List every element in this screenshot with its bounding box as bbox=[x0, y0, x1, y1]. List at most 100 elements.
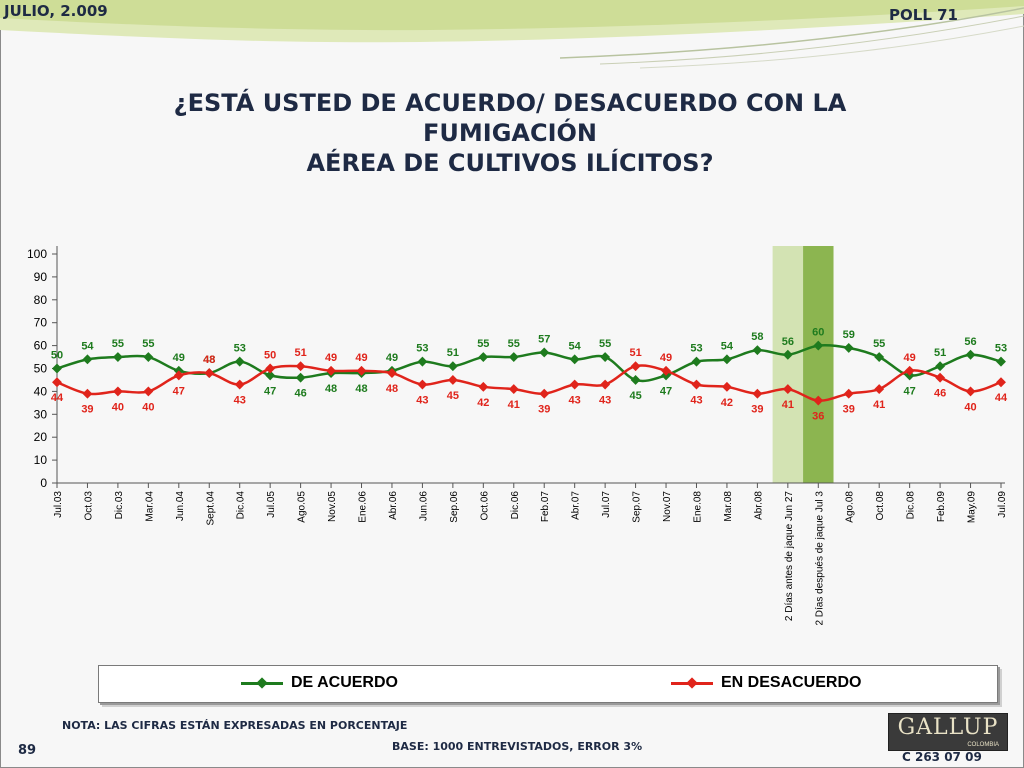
data-label: 49 bbox=[660, 352, 672, 364]
logo-text: GALLUP bbox=[897, 715, 999, 740]
data-point bbox=[387, 368, 397, 379]
data-label: 48 bbox=[325, 383, 337, 395]
data-label: 46 bbox=[934, 388, 946, 400]
data-point bbox=[782, 384, 793, 395]
data-point bbox=[752, 388, 763, 399]
data-point bbox=[782, 349, 793, 360]
highlight-band-0 bbox=[772, 246, 804, 483]
data-point bbox=[326, 365, 337, 376]
data-label: 55 bbox=[142, 338, 154, 350]
x-tick-label: Jun.06 bbox=[418, 491, 429, 521]
data-label: 41 bbox=[508, 399, 520, 411]
x-tick-label: Sep.06 bbox=[449, 491, 460, 523]
data-label: 56 bbox=[964, 336, 976, 348]
data-point bbox=[508, 384, 519, 395]
report-code: C 263 07 09 bbox=[902, 750, 982, 764]
data-label: 55 bbox=[112, 338, 124, 350]
data-point bbox=[904, 365, 915, 376]
x-tick-label: Jul.07 bbox=[601, 491, 612, 518]
y-tick-label: 100 bbox=[27, 247, 47, 261]
data-point bbox=[112, 386, 123, 397]
data-label: 54 bbox=[569, 340, 582, 352]
x-tick-label: Ene.08 bbox=[692, 491, 703, 523]
data-point bbox=[204, 368, 215, 379]
data-label: 39 bbox=[751, 404, 763, 416]
data-point bbox=[82, 354, 93, 365]
data-label: 40 bbox=[142, 401, 154, 413]
data-point bbox=[661, 365, 671, 376]
legend-label-desacuerdo: EN DESACUERDO bbox=[721, 674, 862, 691]
data-point bbox=[569, 379, 580, 390]
data-point bbox=[295, 372, 306, 383]
data-label: 47 bbox=[264, 385, 276, 397]
x-tick-label: Ene.06 bbox=[358, 491, 369, 523]
data-point bbox=[752, 345, 763, 356]
data-point bbox=[539, 347, 550, 358]
data-point bbox=[234, 356, 245, 367]
data-label: 54 bbox=[721, 340, 734, 352]
data-point bbox=[935, 361, 946, 372]
data-point bbox=[843, 388, 854, 399]
data-point bbox=[143, 386, 154, 397]
x-tick-label: 2 Días después de jaque Jul 3 bbox=[814, 491, 825, 626]
data-point bbox=[721, 354, 732, 365]
data-point bbox=[965, 386, 976, 397]
data-label: 41 bbox=[782, 399, 794, 411]
x-tick-label: May.09 bbox=[967, 491, 978, 523]
data-label: 39 bbox=[81, 404, 93, 416]
x-tick-label: Ago.08 bbox=[845, 491, 856, 523]
y-tick-label: 10 bbox=[34, 453, 48, 467]
data-point bbox=[265, 370, 276, 381]
data-point bbox=[417, 379, 428, 390]
y-tick-label: 60 bbox=[34, 339, 48, 353]
data-label: 42 bbox=[721, 397, 733, 409]
data-label: 55 bbox=[477, 338, 489, 350]
x-tick-label: Nov.07 bbox=[662, 491, 673, 522]
data-label: 51 bbox=[934, 347, 946, 359]
data-point bbox=[295, 361, 306, 372]
x-tick-label: Sept.04 bbox=[205, 491, 216, 526]
x-tick-label: Jul.09 bbox=[997, 491, 1008, 518]
data-point bbox=[143, 352, 154, 362]
data-point bbox=[813, 340, 824, 351]
data-label: 51 bbox=[629, 347, 641, 359]
data-point bbox=[843, 342, 854, 353]
x-tick-label: Dic.06 bbox=[510, 491, 521, 520]
y-tick-label: 20 bbox=[34, 430, 48, 444]
x-tick-label: Oct.03 bbox=[83, 491, 94, 521]
data-label: 57 bbox=[538, 333, 550, 345]
y-tick-label: 40 bbox=[34, 384, 48, 398]
data-point bbox=[965, 349, 976, 360]
y-tick-label: 70 bbox=[34, 316, 48, 330]
data-label: 48 bbox=[203, 354, 215, 366]
chart-legend: DE ACUERDO EN DESACUERDO bbox=[98, 665, 998, 703]
x-tick-label: Jul.05 bbox=[266, 491, 277, 518]
data-label: 40 bbox=[964, 401, 976, 413]
legend-item-acuerdo: DE ACUERDO bbox=[241, 674, 398, 692]
data-point bbox=[600, 352, 611, 362]
data-point bbox=[813, 395, 824, 406]
data-label: 49 bbox=[386, 352, 398, 364]
data-point bbox=[691, 379, 702, 390]
data-label: 39 bbox=[843, 404, 855, 416]
data-label: 59 bbox=[843, 329, 855, 341]
x-tick-label: Ago.05 bbox=[297, 491, 308, 523]
chart-title: ¿ESTÁ USTED DE ACUERDO/ DESACUERDO CON L… bbox=[100, 88, 920, 178]
data-label: 49 bbox=[904, 352, 916, 364]
gallup-logo: GALLUP COLOMBIA bbox=[888, 713, 1008, 751]
data-point bbox=[447, 375, 458, 385]
data-point bbox=[630, 375, 641, 385]
data-label: 43 bbox=[569, 395, 581, 407]
x-tick-label: Abr.08 bbox=[753, 491, 764, 520]
x-tick-label: Oct.06 bbox=[479, 491, 490, 521]
y-tick-label: 0 bbox=[40, 476, 47, 490]
data-point bbox=[356, 365, 367, 376]
data-label: 39 bbox=[538, 404, 550, 416]
header-swoosh bbox=[0, 0, 1024, 69]
data-label: 41 bbox=[873, 399, 885, 411]
legend-line-acuerdo bbox=[241, 676, 283, 689]
series-line-acuerdo bbox=[56, 343, 1002, 383]
data-point bbox=[52, 363, 62, 374]
data-point bbox=[82, 388, 93, 399]
